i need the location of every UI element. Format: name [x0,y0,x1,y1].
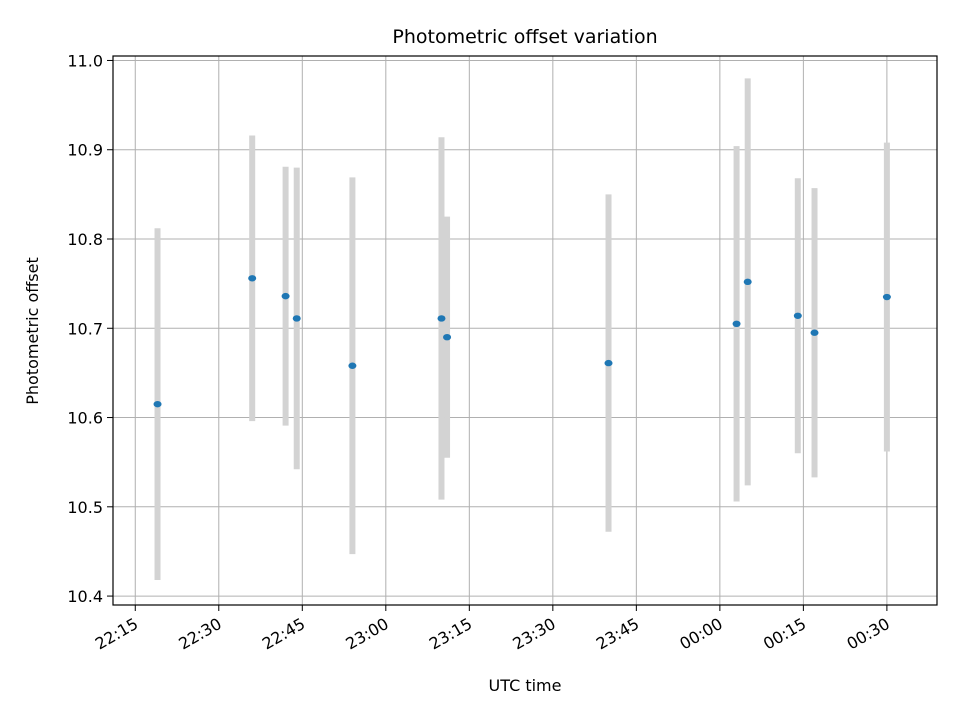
data-point [153,400,162,408]
data-point [604,359,613,367]
y-tick-label: 10.6 [67,409,103,428]
errorbars [154,78,890,581]
x-tick-label: 23:00 [342,614,391,654]
data-point [882,293,891,301]
x-tick-label: 23:45 [593,614,642,654]
x-tick-label: 00:30 [843,614,892,654]
y-tick-label: 11.0 [67,51,103,70]
y-tick-label: 10.8 [67,230,103,249]
x-tick-label: 22:15 [92,614,141,654]
x-tick-label: 00:15 [760,614,809,654]
markers [153,275,891,408]
chart-title: Photometric offset variation [392,26,657,48]
data-point [793,312,802,319]
data-point [437,315,446,322]
x-tick-label: 00:00 [676,614,725,654]
data-point [348,362,357,369]
data-point [248,275,257,282]
x-tick-label: 22:45 [259,614,308,654]
x-tick-label: 22:30 [175,614,224,654]
y-tick-label: 10.4 [67,587,103,606]
plot-frame [112,55,938,606]
y-tick-label: 10.5 [67,498,103,517]
data-point [810,329,819,336]
y-axis-label: Photometric offset [23,257,42,405]
data-point [743,278,752,286]
y-tick-label: 10.9 [67,141,103,160]
x-tick-label: 23:30 [509,614,558,654]
data-point [292,315,301,322]
x-axis-ticks: 22:15 22:30 22:45 23:00 23:15 23:30 23:45 00:00… [92,605,893,654]
y-axis-ticks: 10.4 10.5 10.6 10.7 10.8 10.9 11.0 [67,51,113,606]
x-axis-label: UTC time [489,676,562,695]
data-point [732,320,741,328]
data-point [281,292,290,300]
x-tick-label: 23:15 [426,614,475,654]
data-point [443,333,452,341]
y-tick-label: 10.7 [67,319,103,338]
